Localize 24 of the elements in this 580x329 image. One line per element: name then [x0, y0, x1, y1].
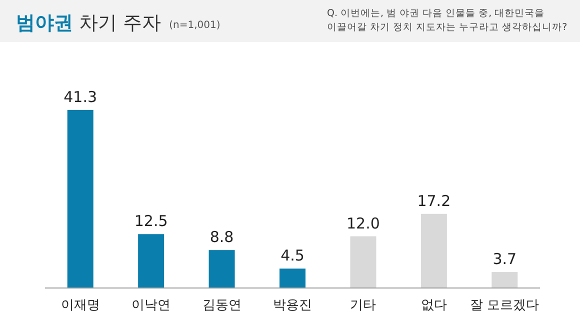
- bar: [208, 250, 235, 288]
- data-label: 12.0: [346, 214, 380, 232]
- bar: [280, 268, 306, 288]
- data-label: 12.5: [134, 212, 168, 230]
- bar: [420, 214, 447, 288]
- text: Q. 이번에는, 범 야권 다음 인물들 중, 대한민국을 이끌어갈 차기 정치 지도자는 누구라고 생각하십니까?: [327, 8, 568, 33]
- chart-title: 범야권 차기 주자: [16, 12, 162, 34]
- bar: [138, 234, 164, 288]
- x-tick-label: 잘 모르겠다: [470, 298, 540, 313]
- x-tick-label: 박용진: [273, 298, 312, 313]
- x-tick-label: 이재명: [60, 298, 100, 313]
- data-label: 17.2: [417, 192, 451, 210]
- data-label: 4.5: [280, 246, 304, 265]
- x-tick-label: 이낙연: [132, 298, 171, 313]
- x-tick-label: 없다: [420, 298, 447, 313]
- data-label: 8.8: [210, 228, 234, 246]
- bar: [67, 110, 94, 288]
- x-tick-label: 김동연: [202, 298, 242, 313]
- x-tick-label: 기타: [350, 298, 376, 313]
- data-label: 41.3: [64, 88, 98, 106]
- chart-subtitle: (n=1,001): [169, 20, 220, 31]
- bar: [350, 236, 376, 288]
- bar: [492, 272, 518, 288]
- data-label: 3.7: [492, 250, 517, 268]
